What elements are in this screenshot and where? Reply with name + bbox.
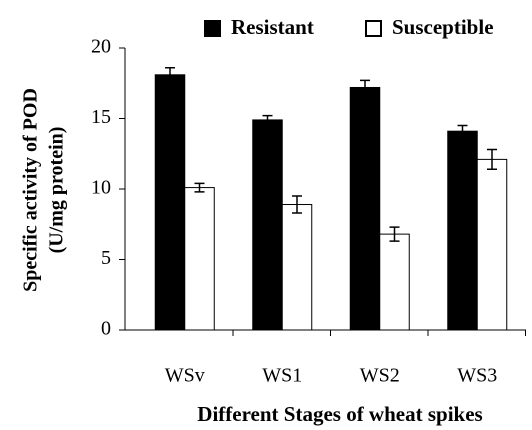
x-tick-label: WSv <box>165 365 205 387</box>
error-bar <box>360 79 370 96</box>
bar <box>349 86 381 331</box>
legend-swatch <box>365 20 382 37</box>
y-axis-label: Specific activity of POD <box>20 88 42 292</box>
y-tick-label: 20 <box>91 36 111 58</box>
bar <box>379 233 410 331</box>
bar <box>184 187 215 331</box>
bar <box>281 204 313 331</box>
bar <box>252 119 283 331</box>
error-bar <box>487 148 497 171</box>
y-tick-label: 15 <box>91 106 111 128</box>
legend-label: Susceptible <box>392 15 494 39</box>
legend-swatch <box>204 20 221 37</box>
x-axis-label: Different Stages of wheat spikes <box>197 402 482 426</box>
bar <box>447 130 478 331</box>
error-bar <box>389 226 400 242</box>
x-tick-label: WS2 <box>360 365 400 387</box>
error-bar <box>262 114 273 125</box>
x-tick-label: WS3 <box>457 365 497 387</box>
legend-label: Resistant <box>231 15 314 39</box>
y-tick-label: 0 <box>101 318 111 340</box>
error-bar <box>457 124 468 138</box>
error-bar <box>165 66 175 83</box>
y-tick-label: 10 <box>91 177 111 199</box>
y-tick-label: 5 <box>101 247 111 269</box>
error-bar <box>292 195 302 214</box>
bar <box>154 74 186 331</box>
y-axis-label: (U/mg protein) <box>46 127 68 254</box>
bar <box>476 158 508 331</box>
error-bar <box>194 182 205 193</box>
x-tick-label: WS1 <box>262 365 302 387</box>
